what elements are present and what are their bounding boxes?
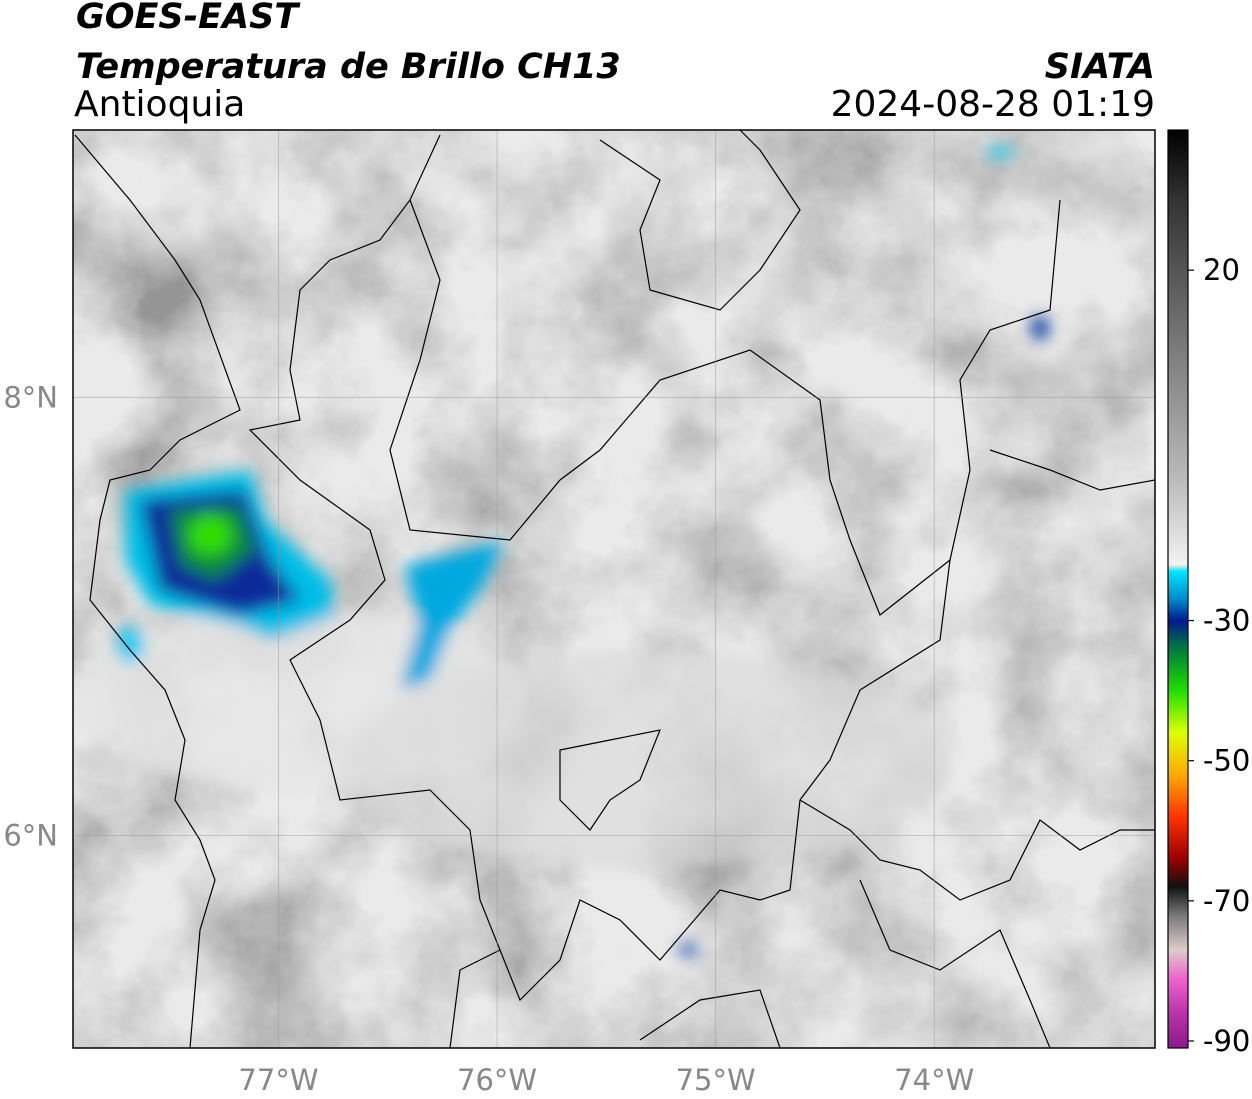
subtitle: Temperatura de Brillo CH13 xyxy=(76,47,621,87)
source: SIATA xyxy=(1045,47,1155,87)
x-tick-label: 75°W xyxy=(676,1063,756,1097)
grid xyxy=(73,130,1155,1048)
colorbar-tick-label: -50 xyxy=(1203,744,1250,778)
map-frame xyxy=(72,129,1156,1049)
colorbar-tick-label: 20 xyxy=(1203,253,1240,287)
colorbar: 20 -30 -50 -70 -90 xyxy=(1167,129,1250,1058)
x-tick-label: 74°W xyxy=(894,1063,974,1097)
y-tick-label: 8°N xyxy=(3,380,58,414)
x-tick-label: 76°W xyxy=(457,1063,537,1097)
title: GOES-EAST xyxy=(76,0,301,37)
cold-cloud-tops xyxy=(73,147,1049,956)
colorbar-fill xyxy=(1167,129,1189,1049)
colorbar-tick-label: -30 xyxy=(1203,604,1250,638)
y-tick-label: 6°N xyxy=(3,818,58,852)
datetime: 2024-08-28 01:19 xyxy=(831,84,1155,125)
x-tick-label: 77°W xyxy=(238,1063,318,1097)
colorbar-tick-label: -90 xyxy=(1203,1024,1250,1058)
map-image xyxy=(73,130,1155,1048)
boundaries xyxy=(74,130,1155,1048)
region: Antioquia xyxy=(74,84,245,125)
colorbar-tick-label: -70 xyxy=(1203,884,1250,918)
